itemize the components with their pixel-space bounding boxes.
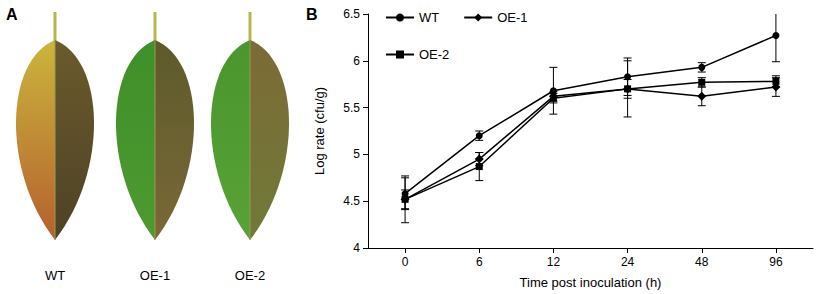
svg-text:OE-2: OE-2 <box>235 268 265 283</box>
svg-text:4.5: 4.5 <box>343 194 360 208</box>
svg-text:48: 48 <box>695 255 709 269</box>
svg-text:OE-1: OE-1 <box>497 10 527 25</box>
svg-text:Log rate (cfu/g): Log rate (cfu/g) <box>312 87 327 175</box>
svg-text:OE-1: OE-1 <box>140 268 170 283</box>
svg-text:B: B <box>306 6 318 23</box>
svg-text:Time post inoculation (h): Time post inoculation (h) <box>520 275 662 290</box>
svg-text:WT: WT <box>419 10 439 25</box>
svg-text:4: 4 <box>353 241 360 255</box>
svg-text:24: 24 <box>621 255 635 269</box>
svg-text:WT: WT <box>45 268 65 283</box>
svg-text:5: 5 <box>353 147 360 161</box>
svg-text:6: 6 <box>353 54 360 68</box>
svg-text:12: 12 <box>547 255 561 269</box>
svg-text:OE-2: OE-2 <box>419 47 449 62</box>
svg-text:5.5: 5.5 <box>343 101 360 115</box>
svg-text:6.5: 6.5 <box>343 7 360 21</box>
svg-text:6: 6 <box>476 255 483 269</box>
svg-text:0: 0 <box>402 255 409 269</box>
svg-text:96: 96 <box>769 255 783 269</box>
svg-text:A: A <box>6 6 18 23</box>
